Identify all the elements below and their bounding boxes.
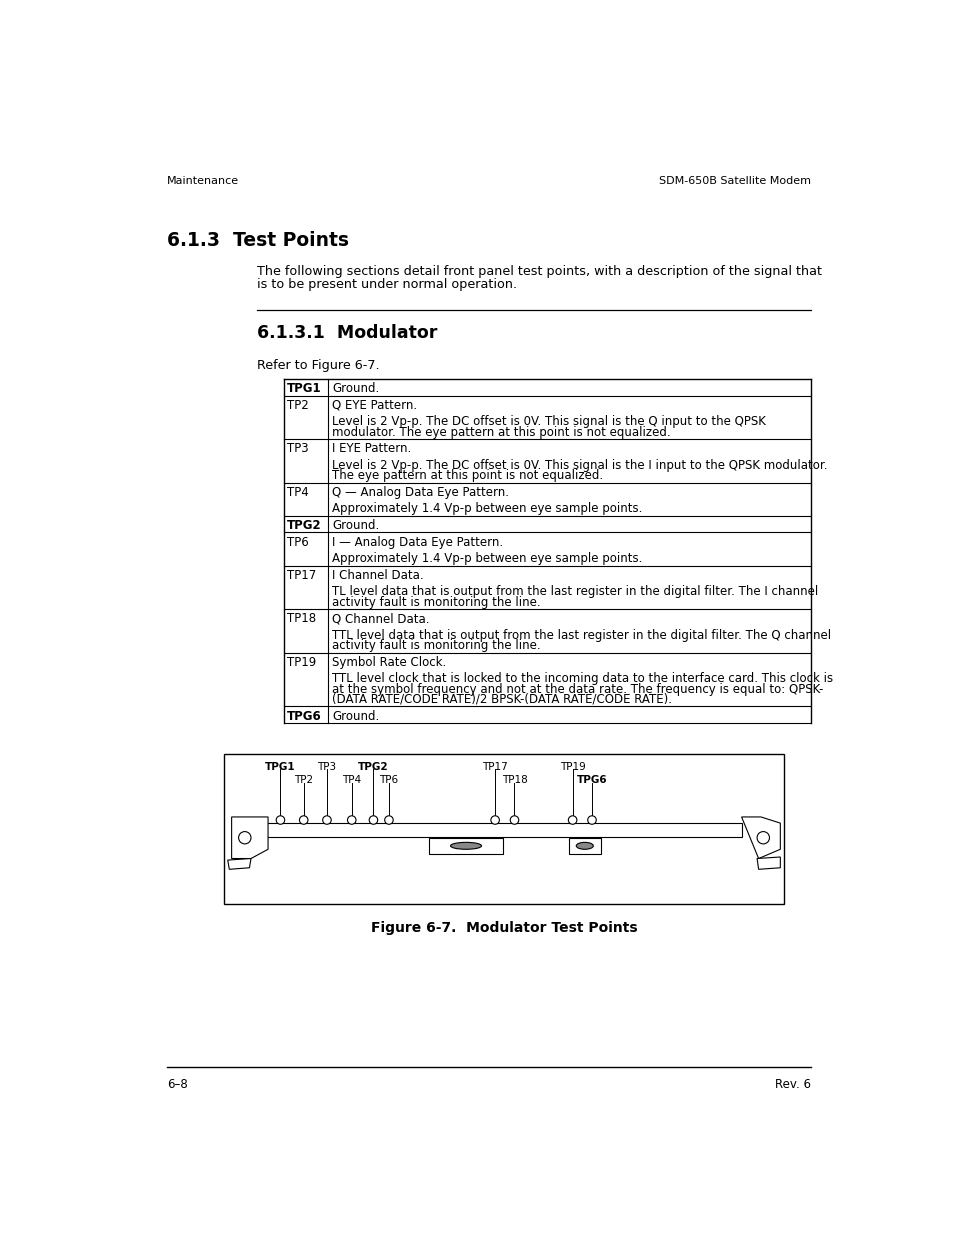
Circle shape xyxy=(568,816,577,824)
Ellipse shape xyxy=(450,842,481,850)
Text: activity fault is monitoring the line.: activity fault is monitoring the line. xyxy=(332,595,540,609)
Text: The eye pattern at this point is not equalized.: The eye pattern at this point is not equ… xyxy=(332,469,603,483)
Text: TP3: TP3 xyxy=(286,442,308,456)
Circle shape xyxy=(238,831,251,844)
Text: TP3: TP3 xyxy=(317,762,336,772)
Text: 6.1.3.1  Modulator: 6.1.3.1 Modulator xyxy=(257,324,437,342)
Text: TPG1: TPG1 xyxy=(265,762,295,772)
Text: Approximately 1.4 Vp-p between eye sample points.: Approximately 1.4 Vp-p between eye sampl… xyxy=(332,503,642,515)
Text: TP2: TP2 xyxy=(294,776,313,785)
Circle shape xyxy=(299,816,308,824)
Text: at the symbol frequency and not at the data rate. The frequency is equal to: QPS: at the symbol frequency and not at the d… xyxy=(332,683,822,695)
Text: Q — Analog Data Eye Pattern.: Q — Analog Data Eye Pattern. xyxy=(332,485,509,499)
Text: TTL level data that is output from the last register in the digital filter. The : TTL level data that is output from the l… xyxy=(332,629,831,642)
Text: Refer to Figure 6-7.: Refer to Figure 6-7. xyxy=(257,359,379,372)
Text: TPG1: TPG1 xyxy=(286,383,321,395)
Text: I — Analog Data Eye Pattern.: I — Analog Data Eye Pattern. xyxy=(332,536,503,548)
Text: Ground.: Ground. xyxy=(332,383,379,395)
Text: (DATA RATE/CODE RATE)/2 BPSK-(DATA RATE/CODE RATE).: (DATA RATE/CODE RATE)/2 BPSK-(DATA RATE/… xyxy=(332,693,672,706)
Text: 6–8: 6–8 xyxy=(167,1078,188,1091)
Text: TPG2: TPG2 xyxy=(286,519,321,532)
Polygon shape xyxy=(228,858,251,869)
Text: TP18: TP18 xyxy=(286,613,315,625)
Text: Level is 2 Vp-p. The DC offset is 0V. This signal is the Q input to the QPSK: Level is 2 Vp-p. The DC offset is 0V. Th… xyxy=(332,415,765,429)
Text: Ground.: Ground. xyxy=(332,519,379,532)
Bar xyxy=(429,837,502,853)
Circle shape xyxy=(384,816,393,824)
Circle shape xyxy=(276,816,284,824)
Bar xyxy=(266,823,740,837)
Text: modulator. The eye pattern at this point is not equalized.: modulator. The eye pattern at this point… xyxy=(332,426,670,438)
Text: I EYE Pattern.: I EYE Pattern. xyxy=(332,442,411,456)
Text: The following sections detail front panel test points, with a description of the: The following sections detail front pane… xyxy=(257,266,821,278)
Text: Maintenance: Maintenance xyxy=(167,175,239,186)
Text: Symbol Rate Clock.: Symbol Rate Clock. xyxy=(332,656,446,668)
Circle shape xyxy=(491,816,498,824)
Text: Level is 2 Vp-p. The DC offset is 0V. This signal is the I input to the QPSK mod: Level is 2 Vp-p. The DC offset is 0V. Th… xyxy=(332,459,827,472)
Circle shape xyxy=(322,816,331,824)
Text: TPG6: TPG6 xyxy=(286,710,321,722)
Circle shape xyxy=(347,816,355,824)
Circle shape xyxy=(369,816,377,824)
Text: Q Channel Data.: Q Channel Data. xyxy=(332,613,430,625)
Text: TP19: TP19 xyxy=(286,656,315,668)
Text: Ground.: Ground. xyxy=(332,710,379,722)
Text: TPG6: TPG6 xyxy=(576,776,607,785)
Bar xyxy=(568,837,600,853)
Polygon shape xyxy=(232,816,268,858)
Text: TP6: TP6 xyxy=(379,776,398,785)
Text: TP6: TP6 xyxy=(286,536,308,548)
Text: 6.1.3  Test Points: 6.1.3 Test Points xyxy=(167,231,349,251)
Bar xyxy=(224,753,783,904)
Text: TP17: TP17 xyxy=(482,762,507,772)
Text: SDM-650B Satellite Modem: SDM-650B Satellite Modem xyxy=(658,175,810,186)
Polygon shape xyxy=(757,857,780,869)
Text: Q EYE Pattern.: Q EYE Pattern. xyxy=(332,399,417,411)
Text: Figure 6-7.  Modulator Test Points: Figure 6-7. Modulator Test Points xyxy=(371,921,637,935)
Ellipse shape xyxy=(576,842,593,850)
Text: TTL level clock that is locked to the incoming data to the interface card. This : TTL level clock that is locked to the in… xyxy=(332,672,833,685)
Circle shape xyxy=(587,816,596,824)
Circle shape xyxy=(510,816,518,824)
Text: Rev. 6: Rev. 6 xyxy=(774,1078,810,1091)
Text: Approximately 1.4 Vp-p between eye sample points.: Approximately 1.4 Vp-p between eye sampl… xyxy=(332,552,642,566)
Text: TP4: TP4 xyxy=(286,485,308,499)
Text: I Channel Data.: I Channel Data. xyxy=(332,568,423,582)
Text: TP19: TP19 xyxy=(559,762,585,772)
Text: TP17: TP17 xyxy=(286,568,315,582)
Text: TP18: TP18 xyxy=(501,776,527,785)
Polygon shape xyxy=(740,816,780,858)
Text: TPG2: TPG2 xyxy=(357,762,389,772)
Circle shape xyxy=(757,831,769,844)
Text: TL level data that is output from the last register in the digital filter. The I: TL level data that is output from the la… xyxy=(332,585,818,598)
Text: is to be present under normal operation.: is to be present under normal operation. xyxy=(257,278,517,290)
Text: TP2: TP2 xyxy=(286,399,308,411)
Text: TP4: TP4 xyxy=(342,776,361,785)
Text: activity fault is monitoring the line.: activity fault is monitoring the line. xyxy=(332,638,540,652)
